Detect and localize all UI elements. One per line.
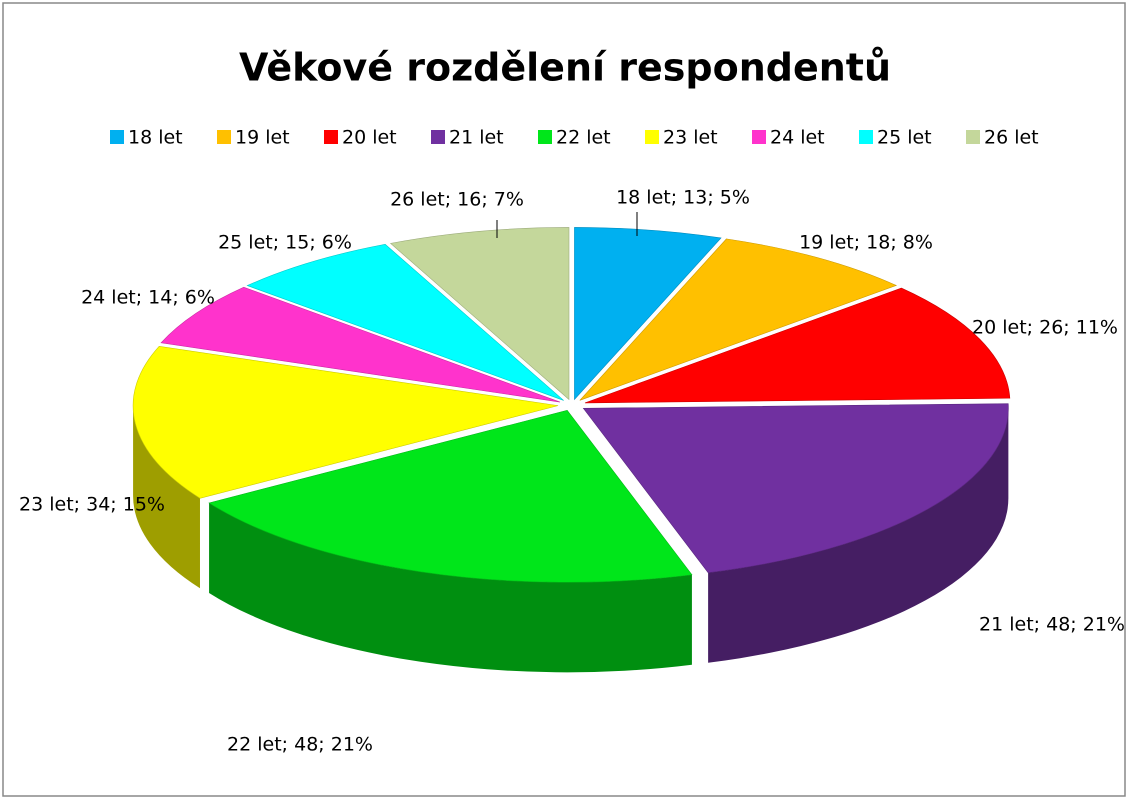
legend-swatch [431, 130, 445, 144]
slice-top [246, 244, 564, 401]
data-label: 19 let; 18; 8% [799, 232, 933, 254]
legend-label: 26 let [984, 127, 1039, 149]
slice-side [133, 405, 200, 589]
slice-side [708, 408, 1009, 663]
legend-swatch [859, 130, 873, 144]
data-label: 21 let; 48; 21% [979, 614, 1125, 636]
data-label: 26 let; 16; 7% [390, 189, 524, 211]
legend-label: 22 let [556, 127, 611, 149]
data-label: 24 let; 14; 6% [81, 287, 215, 309]
slice [132, 345, 559, 589]
slice [246, 244, 564, 401]
slice-top [160, 286, 561, 403]
slice-top [579, 238, 898, 401]
slice-top [208, 409, 693, 583]
legend-swatch [645, 130, 659, 144]
legend-label: 18 let [128, 127, 183, 149]
legend-label: 20 let [342, 127, 397, 149]
data-label: 20 let; 26; 11% [972, 317, 1118, 339]
slice-top [132, 345, 559, 499]
legend-swatch [110, 130, 124, 144]
data-label: 22 let; 48; 21% [227, 734, 373, 756]
slice [584, 287, 1011, 404]
legend-label: 19 let [235, 127, 290, 149]
legend-label: 25 let [877, 127, 932, 149]
legend-swatch [966, 130, 980, 144]
slice [160, 286, 561, 403]
chart-title: Věkové rozdělení respondentů [239, 46, 891, 90]
slice [579, 238, 898, 401]
data-label: 25 let; 15; 6% [218, 232, 352, 254]
legend-label: 24 let [770, 127, 825, 149]
slice-top [584, 287, 1011, 404]
data-label: 18 let; 13; 5% [616, 187, 750, 209]
slice [208, 409, 693, 673]
legend-label: 21 let [449, 127, 504, 149]
slice [389, 227, 570, 401]
legend-swatch [538, 130, 552, 144]
legend-swatch [752, 130, 766, 144]
slice [582, 403, 1009, 663]
slice-top [574, 227, 722, 401]
slice [574, 227, 722, 401]
data-label: 23 let; 34; 15% [19, 494, 165, 516]
legend-label: 23 let [663, 127, 718, 149]
slice-top [389, 227, 570, 401]
slice-top [582, 403, 1009, 574]
legend-swatch [217, 130, 231, 144]
slice-side [209, 502, 692, 673]
legend-swatch [324, 130, 338, 144]
